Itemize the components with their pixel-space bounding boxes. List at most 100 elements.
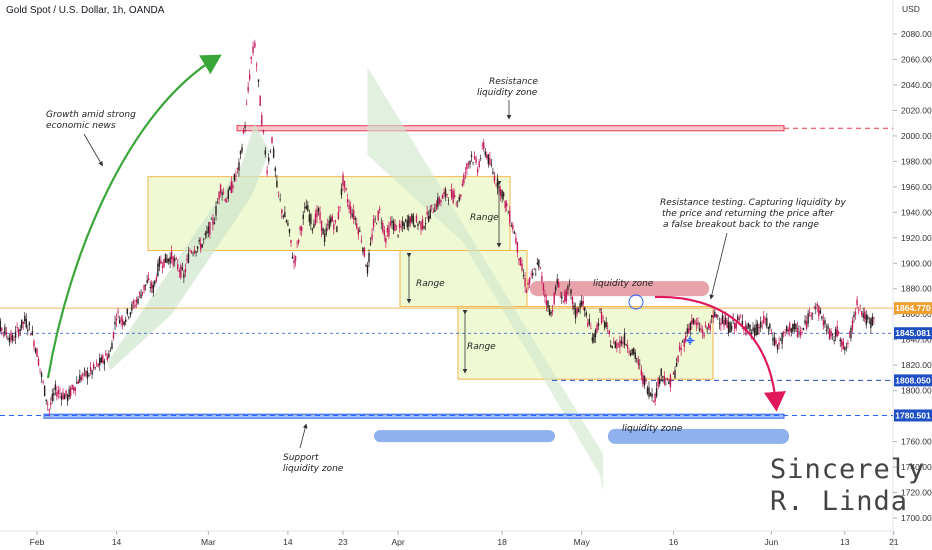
candle-body — [567, 286, 569, 290]
candle-body — [290, 239, 292, 243]
candle-body — [865, 314, 867, 325]
candle-body — [535, 273, 537, 275]
candle-body — [311, 228, 314, 231]
candle-body — [80, 376, 83, 380]
candle-body — [163, 258, 165, 268]
candle-body — [856, 299, 858, 306]
candle-body — [345, 187, 347, 190]
candle-body — [614, 341, 617, 349]
candle-body — [62, 392, 64, 400]
x-tick-label: 16 — [669, 537, 679, 547]
candle-body — [623, 333, 626, 345]
candle-body — [510, 225, 512, 227]
candle-body — [160, 260, 162, 264]
candle-body — [11, 335, 14, 341]
candle-body — [186, 258, 188, 261]
candle-body — [177, 264, 179, 270]
candle-body — [242, 129, 245, 134]
candle-body — [336, 226, 338, 232]
candle-body — [308, 214, 311, 222]
candle-body — [675, 363, 678, 367]
candle-body — [282, 215, 285, 218]
candle-body — [466, 163, 468, 170]
candle-body — [5, 332, 8, 335]
candle-body — [74, 387, 76, 392]
candle-body — [97, 363, 99, 367]
candle-body — [492, 171, 494, 174]
candle-body — [213, 222, 216, 224]
candle-body — [129, 312, 132, 316]
candle-body — [770, 333, 773, 335]
liquidity-zone-top — [530, 281, 709, 297]
candle-body — [195, 251, 197, 253]
candle-body — [391, 220, 393, 224]
candle-body — [573, 304, 575, 310]
candle-body — [564, 291, 566, 302]
candle-body — [460, 194, 462, 197]
candle-body — [726, 319, 728, 328]
candle-body — [450, 189, 453, 198]
candle-body — [709, 325, 711, 330]
candle-body — [212, 218, 214, 225]
y-tick-label: 2080.000 — [901, 29, 932, 39]
candle-body — [291, 256, 294, 259]
resistance-zone-band — [236, 125, 785, 132]
candle-body — [30, 333, 32, 336]
candle-body — [331, 215, 333, 222]
candle-body — [662, 376, 664, 377]
candle-body — [232, 184, 234, 189]
candle-body — [689, 322, 692, 331]
candle-body — [484, 151, 486, 156]
candle-body — [746, 326, 748, 331]
candle-body — [386, 228, 389, 233]
candle-body — [470, 154, 473, 157]
candle-body — [21, 319, 23, 329]
x-tick-label: Feb — [30, 537, 45, 547]
candle-body — [651, 393, 653, 398]
candle-body — [380, 222, 382, 224]
candle-body — [169, 256, 171, 264]
candle-body — [761, 325, 763, 327]
crosshair-icon[interactable] — [685, 336, 695, 345]
candle-body — [31, 331, 34, 335]
candle-body — [383, 230, 386, 236]
candle-body — [435, 203, 438, 209]
candle-body — [851, 320, 854, 330]
candle-body — [786, 325, 788, 332]
price-axis-panel[interactable] — [893, 0, 932, 550]
candle-body — [85, 370, 87, 376]
candle-body — [233, 174, 236, 181]
candle-body — [43, 385, 46, 397]
testing-label-line1: Resistance testing. Capturing liquidity … — [660, 198, 846, 208]
x-tick-label: 18 — [497, 537, 507, 547]
candle-body — [92, 364, 95, 369]
candle-body — [397, 234, 399, 237]
candle-body — [297, 239, 300, 243]
candle-body — [822, 320, 825, 326]
candle-body — [157, 263, 159, 276]
candle-body — [528, 277, 531, 284]
price-tags: 1864.770 1845.081 1808.050 1780.501 — [894, 302, 932, 422]
candle-body — [152, 284, 154, 293]
candle-body — [579, 302, 581, 308]
candle-body — [864, 311, 866, 320]
y-tick-label: 1880.000 — [901, 284, 932, 294]
x-tick-label: 23 — [338, 537, 348, 547]
candle-body — [77, 381, 80, 384]
candle-body — [519, 257, 522, 266]
candle-body — [201, 244, 203, 248]
candle-body — [333, 224, 335, 230]
candle-body — [190, 251, 193, 253]
candle-body — [284, 212, 286, 218]
candle-body — [446, 194, 448, 196]
candle-body — [639, 364, 641, 365]
candle-body — [611, 346, 613, 349]
analysis-overlays — [0, 67, 893, 493]
candle-body — [342, 174, 344, 186]
growth-label-line2: economic news — [46, 121, 116, 131]
candle-body — [870, 318, 872, 328]
candle-body — [356, 223, 358, 229]
candle-body — [509, 210, 511, 224]
candle-body — [568, 283, 571, 285]
